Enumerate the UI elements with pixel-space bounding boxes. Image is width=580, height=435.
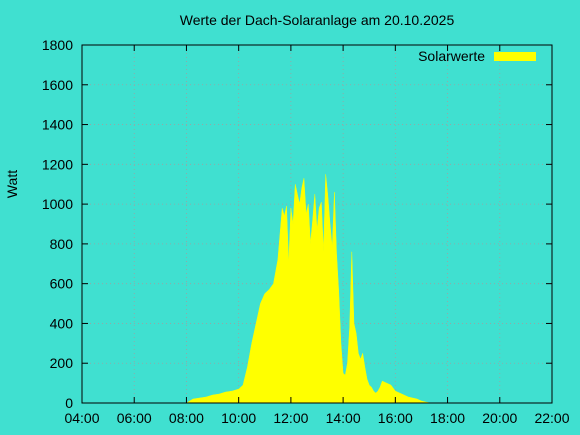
y-axis-label: Watt xyxy=(4,170,20,198)
legend: Solarwerte xyxy=(418,48,536,64)
legend-label-solarwerte: Solarwerte xyxy=(418,48,485,64)
y-tick-label: 0 xyxy=(65,395,73,411)
x-tick-label: 22:00 xyxy=(534,410,569,426)
y-tick-label: 1000 xyxy=(42,196,73,212)
x-axis: 04:00 06:00 08:00 10:00 12:00 14:00 16:00 18:00… xyxy=(64,45,570,426)
y-tick-label: 1600 xyxy=(42,77,73,93)
y-tick-label: 800 xyxy=(50,236,74,252)
y-tick-label: 400 xyxy=(50,315,74,331)
x-tick-label: 10:00 xyxy=(221,410,256,426)
y-tick-label: 1200 xyxy=(42,156,73,172)
series-area-solarwerte xyxy=(185,174,448,404)
x-tick-label: 04:00 xyxy=(64,410,99,426)
y-tick-label: 1800 xyxy=(42,37,73,53)
legend-swatch-solarwerte xyxy=(494,52,536,61)
x-tick-label: 12:00 xyxy=(273,410,308,426)
x-tick-label: 14:00 xyxy=(326,410,361,426)
y-tick-label: 200 xyxy=(50,355,74,371)
x-tick-label: 08:00 xyxy=(169,410,204,426)
y-tick-label: 600 xyxy=(50,276,74,292)
x-tick-label: 20:00 xyxy=(482,410,517,426)
x-tick-label: 06:00 xyxy=(117,410,152,426)
y-tick-label: 1400 xyxy=(42,117,73,133)
x-tick-label: 18:00 xyxy=(430,410,465,426)
x-tick-label: 16:00 xyxy=(378,410,413,426)
y-axis: 0 200 400 600 800 1000 1200 1400 1600 1800 xyxy=(42,37,552,411)
plot-frame xyxy=(81,44,553,404)
chart-title: Werte der Dach-Solaranlage am 20.10.2025 xyxy=(180,12,455,28)
